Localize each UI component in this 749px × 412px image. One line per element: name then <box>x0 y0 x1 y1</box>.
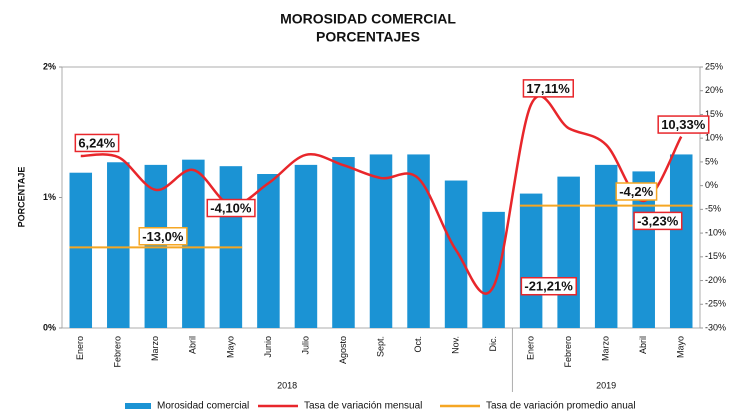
y2-tick-label: 20% <box>705 85 723 95</box>
y-tick-label: 2% <box>43 61 56 71</box>
bar <box>632 171 655 328</box>
y2-tick-label: -25% <box>705 299 726 309</box>
y-axis-label: PORCENTAJE <box>16 167 26 228</box>
y2-tick-label: 15% <box>705 109 723 119</box>
x-tick-label: Abril <box>638 336 648 354</box>
x-tick-label: Agosto <box>338 336 348 364</box>
x-tick-label: Junio <box>263 336 273 358</box>
label-box <box>206 198 256 218</box>
y-tick-label: 1% <box>43 192 56 202</box>
bar <box>557 176 580 328</box>
bar <box>519 193 543 328</box>
y2-tick-label: 25% <box>705 61 723 71</box>
y2-tick-label: 0% <box>705 180 718 190</box>
bar <box>332 157 355 328</box>
data-label: -3,23% <box>637 213 679 228</box>
y2-tick-label: -30% <box>705 322 726 332</box>
x-tick-label: Febrero <box>563 336 573 368</box>
group-label: 2019 <box>596 380 616 390</box>
x-tick-label: Mayo <box>225 336 235 358</box>
label-box <box>74 133 120 153</box>
label-box <box>520 276 577 296</box>
x-tick-label: Oct. <box>413 336 423 353</box>
y2-tick-label: -15% <box>705 251 726 261</box>
x-tick-label: Enero <box>75 336 85 360</box>
label-box <box>657 115 710 134</box>
x-tick-label: Sept. <box>375 336 385 357</box>
x-tick-label: Mayo <box>676 336 686 358</box>
label-box <box>522 79 574 98</box>
label-box <box>615 182 658 201</box>
x-tick-label: Dic. <box>488 336 498 352</box>
data-label: 6,24% <box>78 135 115 150</box>
bar <box>182 159 205 328</box>
x-tick-label: Marzo <box>150 336 160 361</box>
chart-subtitle: PORCENTAJES <box>316 29 420 45</box>
chart-title: MOROSIDAD COMERCIAL <box>280 11 456 27</box>
x-tick-label: Abril <box>188 336 198 354</box>
data-label: 10,33% <box>661 117 706 132</box>
label-box <box>138 227 188 246</box>
y2-tick-label: -5% <box>705 204 721 214</box>
bar <box>482 211 505 328</box>
bar <box>69 172 93 328</box>
data-label: -13,0% <box>142 229 184 244</box>
x-tick-label: Febrero <box>113 336 123 368</box>
bar <box>294 164 318 328</box>
bar <box>594 164 618 328</box>
x-tick-label: Nov. <box>450 336 460 354</box>
y2-tick-label: 5% <box>705 156 718 166</box>
label-box <box>633 211 683 231</box>
data-label: -4,10% <box>210 201 252 216</box>
line <box>80 94 683 295</box>
bar <box>257 174 280 328</box>
legend-label: Tasa de variación promedio anual <box>486 401 636 412</box>
legend-label: Morosidad comercial <box>157 401 249 412</box>
bar <box>407 154 430 328</box>
y-tick-label: 0% <box>43 322 56 332</box>
data-label: 17,11% <box>526 81 570 96</box>
x-tick-label: Julio <box>300 336 310 355</box>
x-tick-label: Enero <box>525 336 535 360</box>
y2-tick-label: -10% <box>705 227 726 237</box>
legend-label: Tasa de variación mensual <box>304 401 422 412</box>
data-label: -21,21% <box>524 279 573 294</box>
legend-swatch <box>125 403 151 409</box>
bar <box>669 154 693 328</box>
bar <box>107 162 130 328</box>
y2-tick-label: -20% <box>705 275 726 285</box>
bar <box>369 154 393 328</box>
group-label: 2018 <box>277 380 297 390</box>
x-tick-label: Marzo <box>601 336 611 361</box>
y2-tick-label: 10% <box>705 133 723 143</box>
bar <box>444 180 468 328</box>
data-label: -4,2% <box>619 184 653 199</box>
